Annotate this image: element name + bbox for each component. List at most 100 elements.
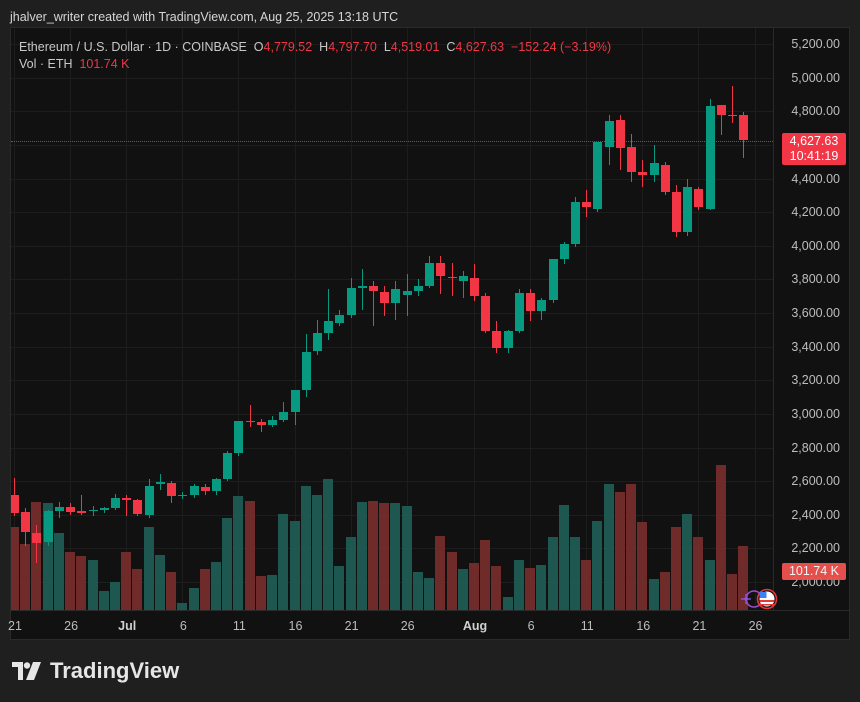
candle-down[interactable] [627,146,636,172]
volume-bar [603,484,614,610]
candle-down[interactable] [481,296,490,332]
candle-up[interactable] [100,508,109,510]
candle-up[interactable] [111,497,120,509]
candle-down[interactable] [436,262,445,276]
close-label: C [446,40,456,54]
candle-up[interactable] [324,321,333,334]
candle-down[interactable] [717,104,726,116]
candle-up[interactable] [223,452,232,480]
candle-up[interactable] [571,202,580,245]
candle-up[interactable] [560,244,569,260]
volume-bar [670,526,681,610]
candle-up[interactable] [55,507,64,512]
grid-line-horizontal [11,77,773,79]
candle-up[interactable] [459,276,468,282]
candle-up[interactable] [425,262,434,287]
candle-up[interactable] [605,121,614,147]
price-axis[interactable]: 5,200.00 5,000.00 4,800.00 4,400.00 4,200.00… [773,28,850,610]
candle-down[interactable] [257,422,266,425]
volume-bar [323,478,334,610]
candle-down[interactable] [167,482,176,497]
volume-bar [121,551,132,610]
candle-down[interactable] [21,512,30,532]
candle-up[interactable] [403,291,412,295]
month-tick-label: Aug [462,619,488,633]
candle-down[interactable] [616,119,625,149]
date-tick-label: 26 [748,619,763,633]
candle-down[interactable] [739,114,748,141]
symbol-description[interactable]: Ethereum / U.S. Dollar · 1D · COINBASE [19,40,247,54]
date-tick-label: 16 [288,619,303,633]
grid-line-horizontal [11,447,773,449]
candle-down[interactable] [661,165,670,192]
candle-up[interactable] [145,486,154,515]
volume-bar [715,465,726,610]
volume-bar [592,520,603,610]
candle-down[interactable] [638,171,647,176]
candle-down[interactable] [246,420,255,423]
candle-up[interactable] [347,287,356,315]
date-tick-label: 21 [692,619,707,633]
volume-bar [222,518,233,610]
low-value: 4,519.01 [390,40,440,54]
candle-up[interactable] [335,314,344,324]
close-value: 4,627.63 [455,40,505,54]
candle-down[interactable] [66,507,75,513]
candle-down[interactable] [672,191,681,233]
candle-down[interactable] [201,487,210,492]
volume-bar [480,539,491,610]
candle-up[interactable] [650,163,659,176]
candle-up[interactable] [44,511,53,542]
tradingview-logo[interactable]: TradingView [12,658,179,684]
economic-events[interactable] [738,588,778,610]
candle-up[interactable] [515,292,524,332]
grid-line-horizontal [11,413,773,415]
price-tick-label: 5,000.00 [791,70,840,85]
candle-down[interactable] [122,497,131,500]
candle-down[interactable] [728,114,737,117]
price-plot-area[interactable] [11,28,773,610]
candle-up[interactable] [178,494,187,497]
candle-up[interactable] [504,331,513,349]
candle-up[interactable] [89,509,98,512]
price-tick-label: 4,200.00 [791,205,840,220]
candle-up[interactable] [279,412,288,420]
candle-up[interactable] [706,106,715,209]
candle-down[interactable] [492,331,501,349]
candle-up[interactable] [414,286,423,292]
candle-down[interactable] [11,494,19,514]
candle-up[interactable] [537,299,546,312]
candle-up[interactable] [156,481,165,485]
time-axis[interactable]: 21 26 Jul 6 11 16 21 26 Aug 6 11 16 21 26 [8,610,849,640]
candle-up[interactable] [313,333,322,351]
candle-down[interactable] [526,292,535,312]
candle-up[interactable] [549,259,558,300]
candle-up[interactable] [212,479,221,492]
candle-up[interactable] [683,186,692,233]
candle-up[interactable] [268,419,277,425]
candle-up[interactable] [234,421,243,453]
candle-down[interactable] [582,202,591,208]
candle-down[interactable] [133,500,142,514]
candle-down[interactable] [694,188,703,208]
volume-bar [199,569,210,610]
candle-up[interactable] [190,486,199,495]
candle-wick [36,524,37,564]
candle-down[interactable] [448,276,457,279]
candle-down[interactable] [77,511,86,513]
candle-down[interactable] [380,291,389,303]
candle-down[interactable] [369,286,378,292]
candle-up[interactable] [593,141,602,209]
volume-bar [11,526,19,610]
candle-up[interactable] [391,289,400,303]
grid-line-vertical [474,28,476,610]
candle-up[interactable] [358,286,367,288]
volume-label[interactable]: Vol · ETH [19,57,73,71]
candle-down[interactable] [470,277,479,297]
candle-up[interactable] [291,390,300,413]
candle-down[interactable] [32,533,41,544]
candle-up[interactable] [302,351,311,391]
volume-bar [76,555,87,610]
volume-bar [435,535,446,610]
volume-bar [637,522,648,610]
